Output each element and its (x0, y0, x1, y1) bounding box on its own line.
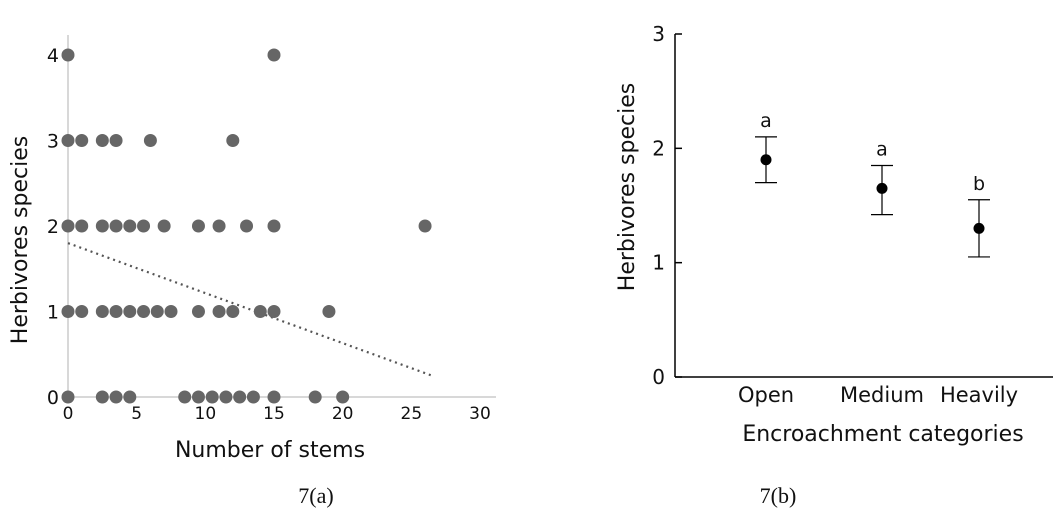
data-point (75, 219, 89, 233)
y-tick-label: 1 (47, 302, 59, 324)
axes (67, 35, 496, 398)
data-point (137, 305, 151, 318)
mean-point (876, 182, 888, 194)
figure-caption: 7(b) (760, 483, 797, 508)
data-point (75, 134, 89, 147)
data-point (322, 305, 336, 318)
data-point (123, 390, 137, 404)
data-point (308, 390, 322, 404)
y-tick-label: 4 (47, 45, 59, 67)
data-point (61, 390, 75, 404)
data-points (61, 48, 432, 404)
trendline (67, 242, 433, 377)
data-point (137, 219, 151, 233)
x-category-label: Medium (840, 383, 924, 407)
data-point (418, 219, 432, 233)
x-tick-label: 15 (263, 404, 285, 424)
data-point (95, 219, 109, 233)
data-point (336, 390, 350, 404)
axes (674, 33, 1053, 378)
y-tick-label: 3 (652, 22, 665, 46)
data-point (157, 219, 171, 233)
data-point (123, 219, 137, 233)
data-point (61, 48, 75, 62)
x-tick-label: 10 (195, 404, 217, 424)
data-point (226, 305, 240, 318)
data-point (61, 134, 75, 147)
data-point (75, 305, 89, 318)
significance-letter: a (876, 138, 888, 160)
data-point (178, 390, 192, 404)
y-axis-label: Herbivores species (8, 136, 33, 344)
x-tick-label: 25 (401, 404, 423, 424)
data-point (109, 219, 123, 233)
data-point (267, 219, 281, 233)
data-point (143, 134, 157, 147)
tick-labels: 0 1 2 3 Open Medium Heavily (652, 22, 1018, 407)
y-tick-label: 0 (652, 365, 665, 389)
x-tick-label: 5 (131, 404, 142, 424)
significance-letter: a (760, 110, 772, 132)
data-point (253, 305, 267, 318)
data-point (61, 219, 75, 233)
data-point (226, 134, 240, 147)
x-category-label: Open (738, 383, 794, 407)
data-point (95, 134, 109, 147)
figure-caption: 7(a) (298, 483, 333, 508)
data-point (240, 219, 254, 233)
significance-letters: a a b (760, 110, 985, 195)
data-point (109, 134, 123, 147)
y-tick-label: 2 (47, 216, 59, 238)
data-point (246, 390, 260, 404)
error-bar-chart-7b: 0 1 2 3 Open Medium Heavily a a b Encroachment c… (615, 22, 1053, 508)
data-point (109, 305, 123, 318)
data-point (267, 390, 281, 404)
trendline-group (67, 242, 433, 377)
x-tick-label: 20 (332, 404, 354, 424)
y-tick-label: 2 (652, 136, 665, 160)
data-point (205, 390, 219, 404)
y-axis-label: Herbivores species (615, 83, 640, 291)
data-point (123, 305, 137, 318)
tick-labels: 0 1 2 3 4 0 5 10 15 20 25 30 (47, 45, 491, 424)
y-tick-label: 3 (47, 131, 59, 153)
data-point (164, 305, 178, 318)
x-tick-label: 0 (63, 404, 74, 424)
data-point (219, 390, 233, 404)
data-point (267, 305, 281, 318)
data-point (267, 48, 281, 62)
x-axis-label: Number of stems (175, 438, 365, 463)
data-point (95, 305, 109, 318)
data-point (233, 390, 247, 404)
data-point (191, 305, 205, 318)
x-axis-label: Encroachment categories (742, 422, 1023, 447)
error-bars (755, 136, 990, 258)
data-point (109, 390, 123, 404)
data-point (212, 305, 226, 318)
mean-point (760, 154, 772, 166)
significance-letter: b (973, 173, 985, 195)
data-point (191, 390, 205, 404)
y-tick-label: 1 (652, 251, 665, 275)
mean-point (973, 222, 985, 234)
x-category-label: Heavily (940, 383, 1018, 407)
data-point (95, 390, 109, 404)
x-tick-label: 30 (469, 404, 491, 424)
data-point (61, 305, 75, 318)
scatter-chart-7a: 0 1 2 3 4 0 5 10 15 20 25 30 Number of stems Herbiv… (8, 35, 496, 508)
data-point (150, 305, 164, 318)
y-tick-label: 0 (47, 387, 59, 409)
data-point (212, 219, 226, 233)
data-point (191, 219, 205, 233)
